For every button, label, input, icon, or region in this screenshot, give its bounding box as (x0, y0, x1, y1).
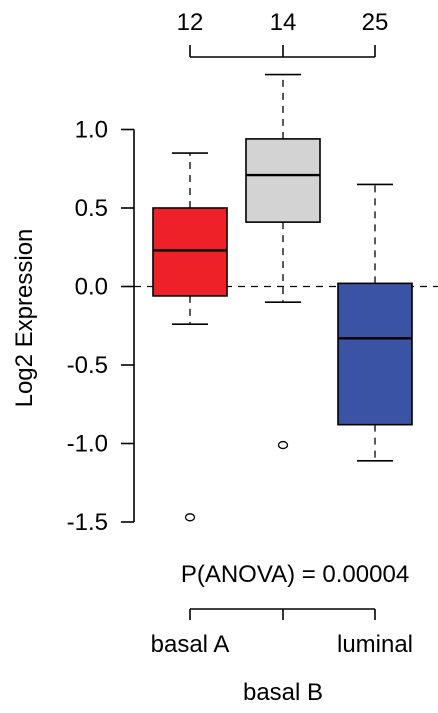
sample-count-label: 12 (177, 9, 204, 36)
x-category-label: basal B (243, 679, 323, 706)
box-luminal (337, 282, 413, 426)
x-category-label: basal A (151, 631, 230, 658)
sample-count-label: 14 (270, 9, 297, 36)
box-basal-A (152, 207, 228, 297)
y-tick-label: 1.0 (75, 117, 108, 144)
outlier-point (277, 440, 289, 450)
y-tick-label: 0.5 (75, 195, 108, 222)
y-tick-label: 0.0 (75, 274, 108, 301)
y-axis-label: Log2 Expression (11, 229, 38, 408)
y-tick-label: -1.0 (67, 431, 108, 458)
outlier-point (184, 513, 196, 522)
y-tick-label: -0.5 (67, 352, 108, 379)
sample-count-label: 25 (362, 9, 389, 36)
box-basal-B (245, 138, 321, 223)
y-tick-label: -1.5 (67, 509, 108, 536)
x-category-label: luminal (337, 631, 413, 658)
anova-p-value: P(ANOVA) = 0.00004 (181, 561, 409, 588)
